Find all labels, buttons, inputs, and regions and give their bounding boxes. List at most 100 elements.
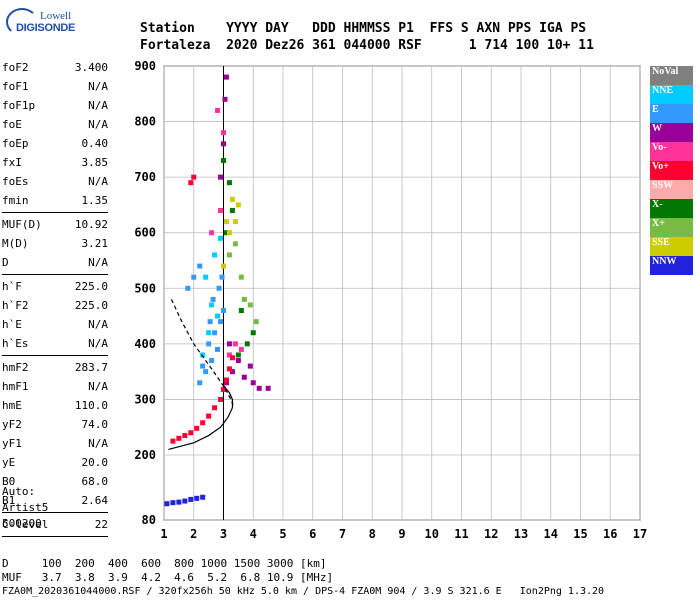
data-point	[164, 501, 170, 507]
param-value: 1.35	[81, 194, 109, 207]
data-point	[194, 425, 200, 431]
x-tick-label: 10	[425, 527, 439, 541]
param-label: hmF1	[2, 380, 29, 393]
param-value: 10.92	[74, 218, 108, 231]
x-tick-label: 1	[160, 527, 167, 541]
data-point	[223, 230, 229, 236]
param-label: B1	[2, 494, 16, 507]
data-point	[188, 180, 194, 186]
param-label: C-level	[2, 518, 49, 531]
series-nne	[200, 235, 224, 358]
y-tick-label: 900	[134, 59, 156, 73]
param-row: M(D) 3.21	[2, 234, 108, 253]
data-point	[247, 363, 253, 369]
data-point	[241, 296, 247, 302]
param-row: h`F2 225.0	[2, 296, 108, 315]
param-value: 110.0	[74, 399, 108, 412]
data-point	[207, 319, 213, 325]
virtual-height-trace	[170, 299, 235, 408]
d-line: D 100 200 400 600 800 1000 1500 3000 [km…	[2, 557, 327, 570]
data-point	[206, 341, 212, 347]
data-point	[232, 341, 238, 347]
param-value: N/A	[88, 175, 108, 188]
data-point	[223, 377, 229, 383]
data-point	[232, 241, 238, 247]
param-value: 225.0	[74, 299, 108, 312]
data-point	[229, 207, 235, 213]
data-point	[182, 433, 188, 439]
data-point	[238, 274, 244, 280]
param-row: fmin 1.35	[2, 191, 108, 210]
data-point	[212, 330, 218, 336]
plot-grid	[163, 65, 641, 521]
param-row: foF1 N/A	[2, 77, 108, 96]
param-value: 68.0	[81, 475, 109, 488]
data-point	[221, 141, 226, 147]
data-point	[200, 420, 206, 426]
data-point	[218, 235, 224, 241]
data-point	[221, 263, 226, 269]
header-line1: Station YYYY DAY DDD HHMMSS P1 FFS S AXN…	[140, 21, 587, 36]
data-point	[176, 435, 182, 441]
legend-item-x-: X+	[650, 218, 693, 237]
data-point	[206, 330, 212, 336]
param-value: 3.21	[81, 237, 109, 250]
param-value: N/A	[88, 256, 108, 269]
param-value: N/A	[88, 337, 108, 350]
data-point	[188, 430, 194, 436]
data-point	[197, 263, 203, 269]
data-point	[218, 396, 224, 402]
data-point	[238, 308, 244, 314]
x-tick-label: 9	[398, 527, 405, 541]
logo-line2: DIGISONDE	[16, 22, 76, 34]
data-point	[226, 230, 232, 236]
param-row: foEp 0.40	[2, 134, 108, 153]
param-label: foF2	[2, 61, 29, 74]
series-x-	[226, 241, 259, 325]
y-tick-label: 800	[134, 115, 156, 129]
param-row: yF2 74.0	[2, 415, 108, 434]
data-point	[191, 274, 197, 280]
x-tick-label: 3	[220, 527, 227, 541]
data-point	[223, 219, 229, 225]
muf-line: MUF 3.7 3.8 3.9 4.2 4.6 5.2 6.8 10.9 [MH…	[2, 571, 334, 584]
data-point	[216, 285, 222, 291]
data-point	[170, 438, 176, 444]
param-label: foF1p	[2, 99, 36, 112]
param-row: C-level 22	[2, 515, 108, 534]
data-point	[209, 302, 215, 308]
series-nnw	[164, 494, 206, 507]
legend-item-nnw: NNW	[650, 256, 693, 275]
logo-arc-icon	[6, 8, 38, 36]
series-vo-	[170, 174, 235, 444]
station-header: Station YYYY DAY DDD HHMMSS P1 FFS S AXN…	[140, 20, 594, 54]
legend-item-vo-: Vo+	[650, 161, 693, 180]
logo-line1: Lowell	[40, 10, 72, 22]
y-tick-label: 200	[134, 448, 156, 462]
x-tick-label: 12	[484, 527, 498, 541]
param-value: N/A	[88, 99, 108, 112]
param-row: foEs N/A	[2, 172, 108, 191]
data-point	[235, 352, 241, 358]
param-value: N/A	[88, 118, 108, 131]
data-point	[235, 358, 241, 364]
data-point	[200, 494, 206, 500]
legend-item-x-: X-	[650, 199, 693, 218]
x-tick-label: 17	[633, 527, 647, 541]
notes-line2: Artist5	[2, 501, 49, 514]
param-separator	[2, 512, 108, 513]
param-separator	[2, 274, 108, 275]
y-tick-label: 700	[134, 170, 156, 184]
param-label: h`E	[2, 318, 22, 331]
x-tick-label: 6	[309, 527, 316, 541]
param-row: D N/A	[2, 253, 108, 272]
electron-density-profile-curve	[168, 385, 234, 451]
param-row: h`F 225.0	[2, 277, 108, 296]
data-point	[197, 380, 203, 386]
x-tick-label: 16	[603, 527, 617, 541]
data-point	[218, 207, 224, 213]
x-tick-label: 4	[250, 527, 257, 541]
data-point	[241, 374, 247, 380]
data-point	[229, 355, 235, 361]
x-tick-label: 15	[573, 527, 587, 541]
